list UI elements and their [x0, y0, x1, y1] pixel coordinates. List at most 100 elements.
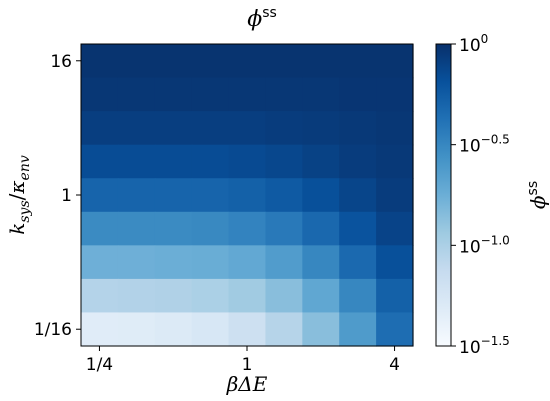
- heatmap-cell: [191, 211, 230, 246]
- heatmap-cell: [302, 211, 340, 246]
- heatmap-cell: [154, 144, 193, 179]
- heatmap-cell: [154, 77, 193, 112]
- heatmap-cell: [376, 312, 414, 347]
- heatmap-cell: [376, 211, 414, 246]
- colorbar-tick-label: 10−0.5: [459, 133, 510, 157]
- x-axis-ticks: 1/4 1 4: [86, 346, 400, 375]
- y-tick-label: 16: [50, 52, 72, 72]
- x-axis-label: βΔE: [226, 372, 268, 396]
- heatmap-cell: [228, 178, 267, 213]
- heatmap-cell: [228, 278, 267, 314]
- heatmap-cell: [339, 211, 377, 246]
- heatmap-cell: [376, 278, 414, 314]
- heatmap-cell: [265, 144, 303, 179]
- heatmap-cell: [228, 144, 267, 179]
- heatmap-cell: [265, 111, 303, 146]
- heatmap-cell: [302, 144, 340, 179]
- heatmap-cell: [191, 178, 230, 213]
- heatmap-cell: [117, 144, 156, 179]
- heatmap-cell: [117, 245, 156, 280]
- heatmap-cell: [81, 245, 119, 280]
- heatmap-cell: [117, 44, 156, 79]
- heatmap-cell: [339, 144, 377, 179]
- heatmap-cell: [339, 178, 377, 213]
- colorbar: [435, 43, 452, 347]
- heatmap-cell: [302, 178, 340, 213]
- colorbar-tick-label: 10−1.0: [459, 233, 510, 257]
- heatmap-cell: [191, 278, 230, 314]
- heatmap-cell: [191, 77, 230, 112]
- heatmap-cell: [376, 44, 414, 79]
- heatmap-cell: [228, 211, 267, 246]
- heatmap-cell: [339, 245, 377, 280]
- heatmap-cell: [302, 77, 340, 112]
- heatmap-cell: [376, 77, 414, 112]
- heatmap-cell: [154, 278, 193, 314]
- heatmap-cell: [81, 144, 119, 179]
- heatmap-cell: [81, 211, 119, 246]
- heatmap-cell: [376, 245, 414, 280]
- colorbar-tick-label: 100: [459, 32, 488, 56]
- heatmap-cell: [228, 77, 267, 112]
- heatmap-cell: [191, 144, 230, 179]
- chart-title-superscript: ss: [262, 5, 277, 21]
- colorbar-tick-label: 10−1.5: [459, 334, 510, 358]
- heatmap-cell: [339, 44, 377, 79]
- x-tick-label: 4: [389, 355, 400, 375]
- heatmap-cell: [154, 211, 193, 246]
- heatmap-cell: [117, 77, 156, 112]
- x-tick-label: 1/4: [86, 355, 113, 375]
- heatmap-cell: [191, 44, 230, 79]
- heatmap-cells: [81, 44, 414, 347]
- heatmap-cell: [265, 211, 303, 246]
- heatmap-cell: [81, 77, 119, 112]
- colorbar-ticks: 100 10−0.5 10−1.0 10−1.5: [451, 32, 510, 358]
- heatmap-cell: [265, 44, 303, 79]
- heatmap-cell: [228, 245, 267, 280]
- heatmap-cell: [191, 312, 230, 347]
- heatmap-cell: [265, 245, 303, 280]
- heatmap-cell: [302, 278, 340, 314]
- y-axis-ticks: 16 1 1/16: [34, 52, 81, 340]
- heatmap-cell: [376, 144, 414, 179]
- heatmap-cell: [265, 312, 303, 347]
- heatmap-cell: [154, 245, 193, 280]
- y-tick-label: 1: [61, 186, 72, 206]
- heatmap-cell: [339, 111, 377, 146]
- heatmap-cell: [265, 278, 303, 314]
- heatmap-cell: [339, 312, 377, 347]
- heatmap-cell: [154, 178, 193, 213]
- heatmap-cell: [117, 312, 156, 347]
- chart-title: ϕss: [247, 5, 277, 32]
- x-tick-label: 1: [242, 355, 253, 375]
- heatmap-cell: [265, 77, 303, 112]
- heatmap-cell: [228, 44, 267, 79]
- heatmap-cell: [339, 77, 377, 112]
- heatmap-cell: [339, 278, 377, 314]
- heatmap-cell: [302, 312, 340, 347]
- heatmap-cell: [302, 245, 340, 280]
- heatmap-cell: [117, 211, 156, 246]
- heatmap-cell: [154, 44, 193, 79]
- heatmap-cell: [265, 178, 303, 213]
- heatmap-cell: [154, 111, 193, 146]
- heatmap-cell: [81, 111, 119, 146]
- heatmap-cell: [191, 245, 230, 280]
- y-axis-label: ksys/κenv: [5, 155, 33, 235]
- heatmap-cell: [302, 44, 340, 79]
- y-tick-label: 1/16: [34, 320, 72, 340]
- heatmap-cell: [81, 178, 119, 213]
- colorbar-label: ϕss: [525, 181, 550, 209]
- heatmap-cell: [117, 111, 156, 146]
- heatmap-cell: [191, 111, 230, 146]
- heatmap-cell: [228, 312, 267, 347]
- heatmap-cell: [81, 278, 119, 314]
- heatmap-cell: [81, 44, 119, 79]
- heatmap-cell: [154, 312, 193, 347]
- heatmap-cell: [302, 111, 340, 146]
- heatmap-cell: [228, 111, 267, 146]
- heatmap-cell: [376, 111, 414, 146]
- heatmap-cell: [117, 278, 156, 314]
- heatmap-cell: [376, 178, 414, 213]
